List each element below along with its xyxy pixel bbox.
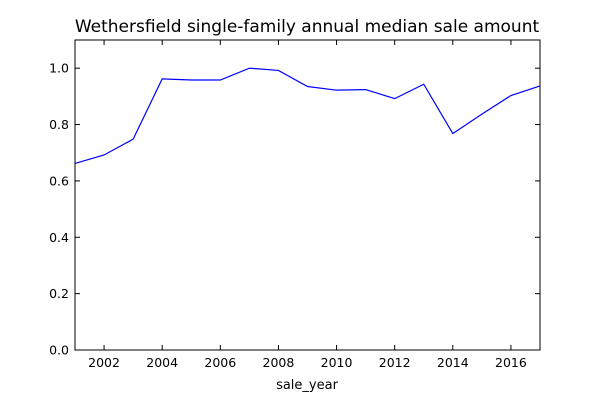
series-line	[74, 67, 541, 165]
y-tick-label: 1.0	[49, 61, 69, 76]
x-tick-label: 2004	[146, 355, 178, 370]
y-tick-label: 0.6	[49, 173, 69, 188]
x-tick-label: 2006	[204, 355, 236, 370]
x-tick-label: 2008	[263, 355, 295, 370]
y-tick-label: 0.0	[49, 343, 69, 358]
x-tick-label: 2016	[495, 355, 527, 370]
x-axis-label: sale_year	[276, 378, 339, 393]
y-tick-label: 0.2	[49, 286, 69, 301]
y-tick-label: 0.8	[49, 117, 69, 132]
y-tick-label: 0.4	[49, 230, 69, 245]
chart-title: Wethersfield single-family annual median…	[75, 17, 540, 37]
plot-frame	[74, 39, 541, 351]
x-tick-label: 2010	[321, 355, 353, 370]
plot-area: 2002 2004 2006 2008 2010 2012 2014 2016 0.0 0.2 0.…	[49, 39, 541, 370]
x-tick-label: 2012	[379, 355, 411, 370]
x-tick-label: 2002	[88, 355, 120, 370]
x-tick-label: 2014	[437, 355, 469, 370]
